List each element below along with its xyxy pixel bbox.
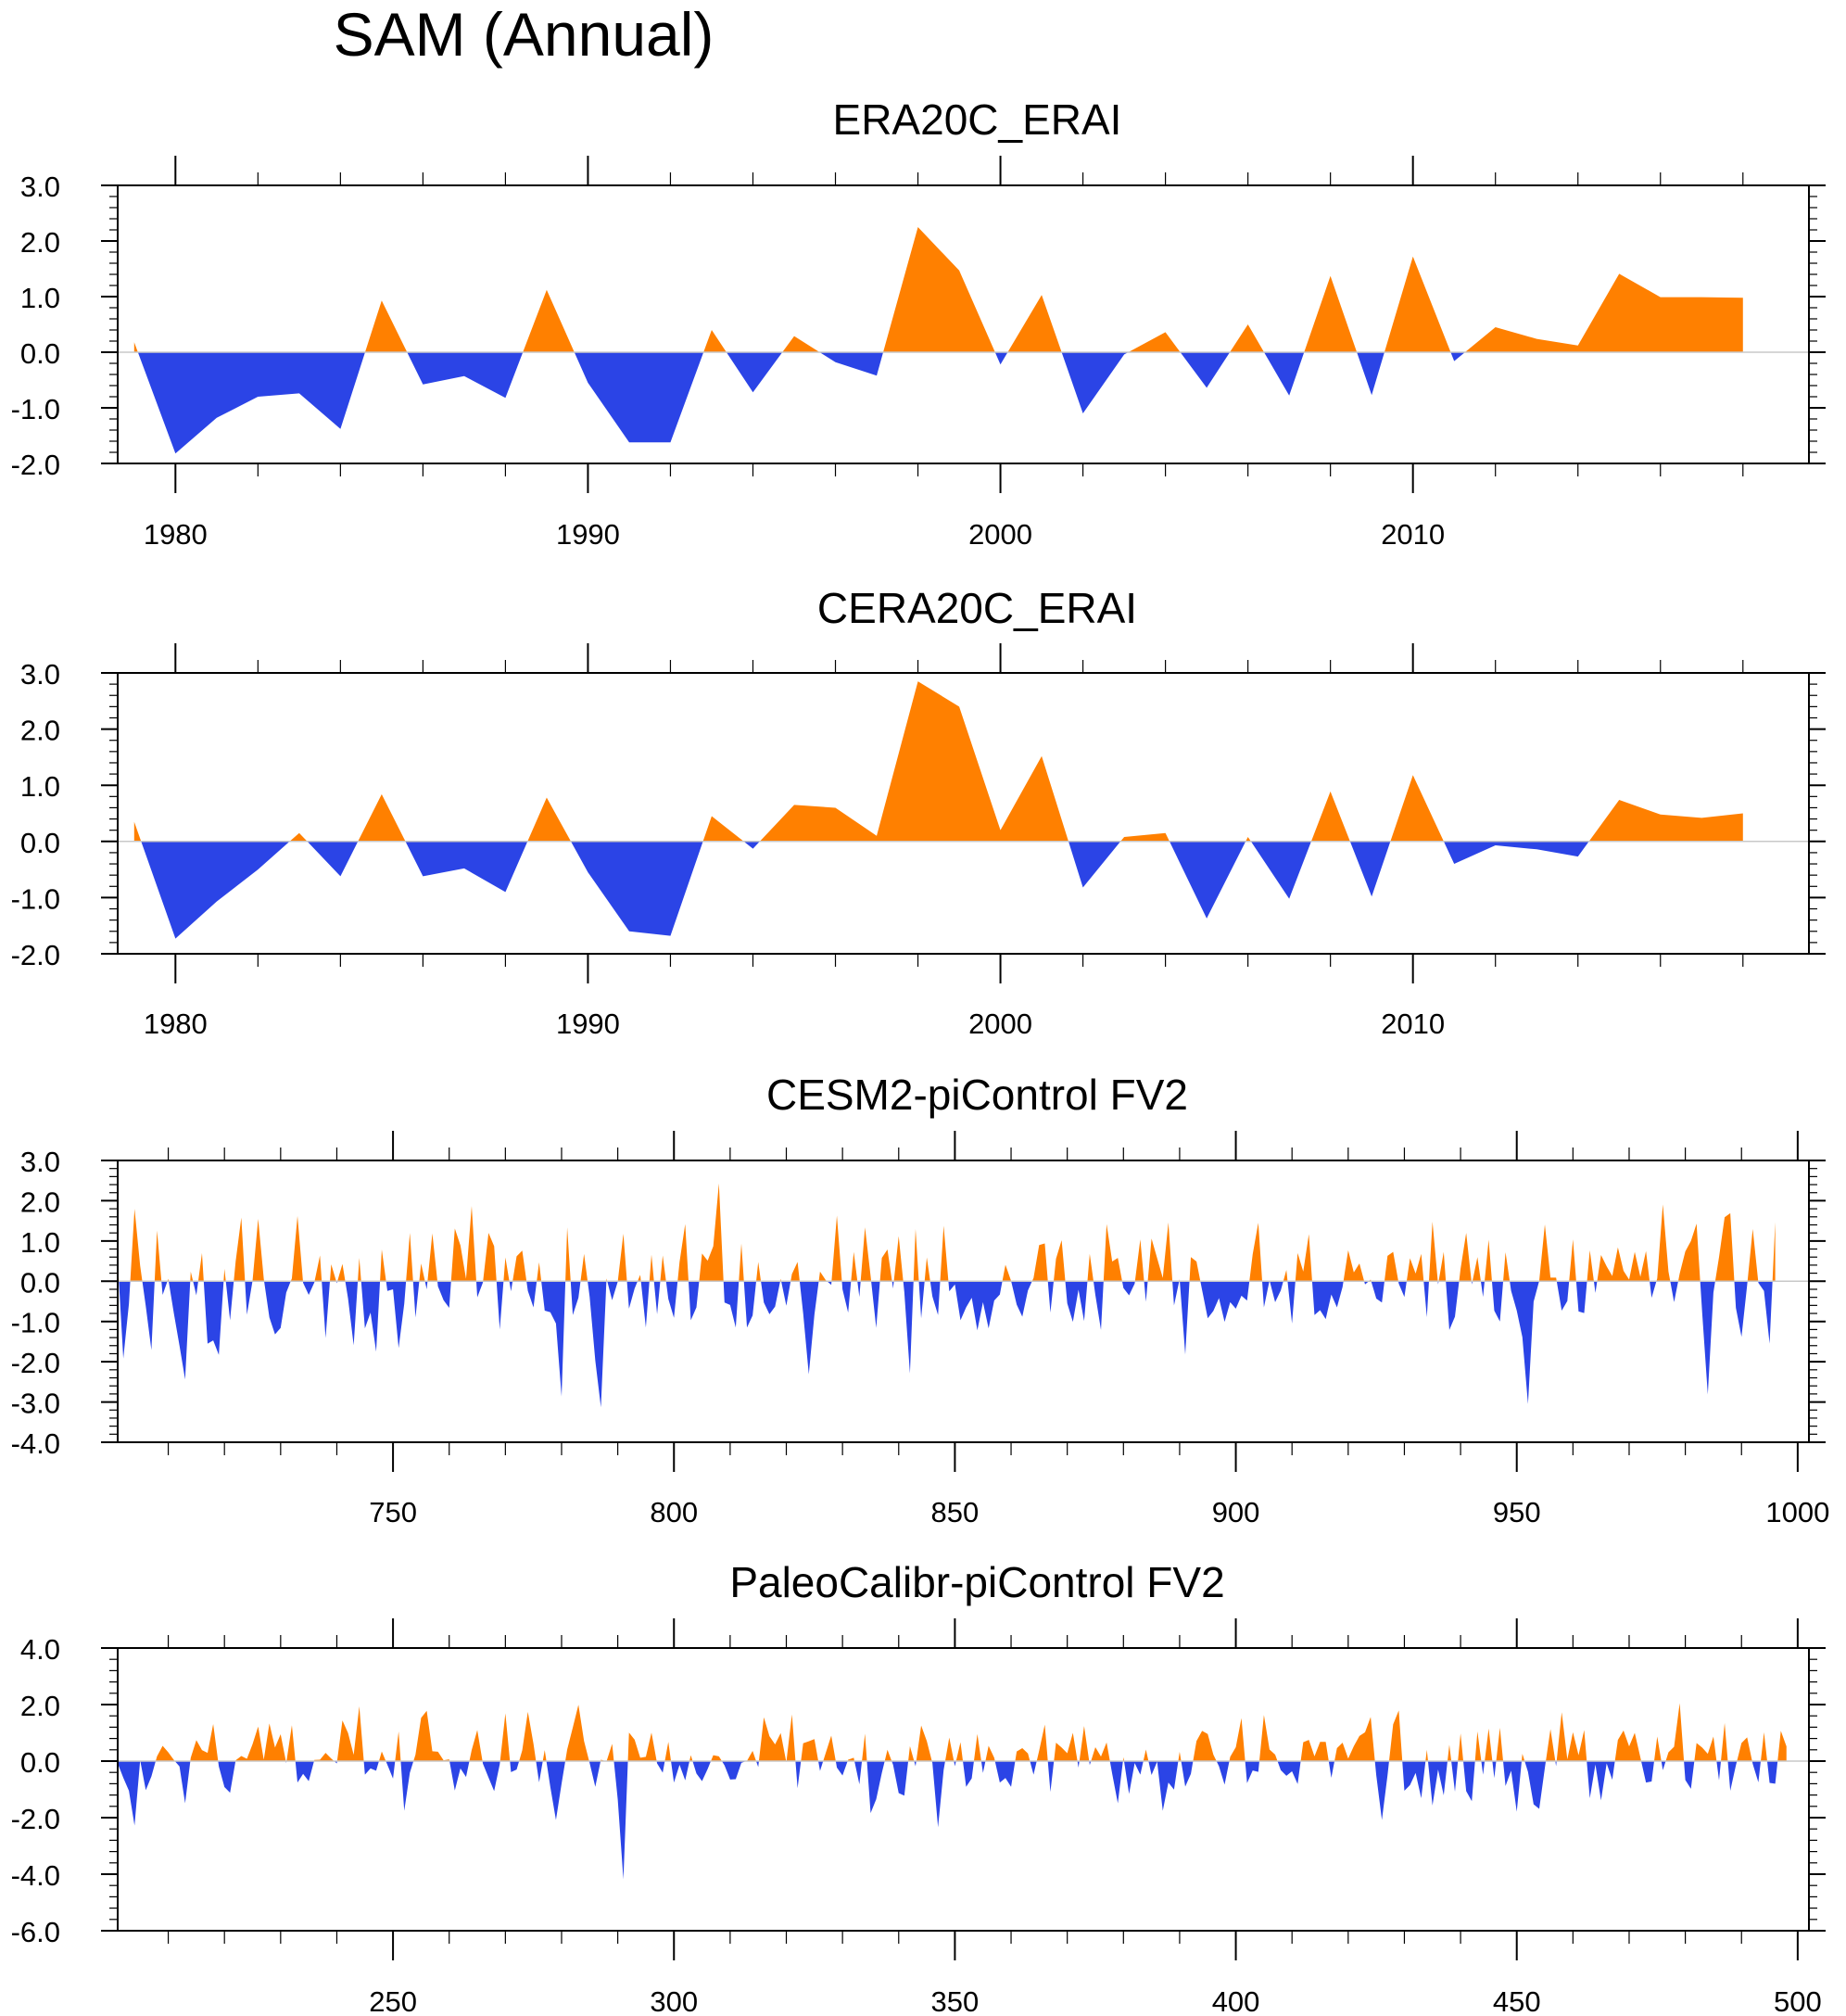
x-tick-label: 1000 (1765, 1496, 1829, 1528)
negative-area (133, 841, 1743, 939)
positive-area (118, 1703, 1787, 1761)
panel-title: CERA20C_ERAI (817, 584, 1137, 632)
x-tick-label: 1990 (556, 1008, 620, 1040)
x-tick-label: 800 (650, 1496, 698, 1528)
x-tick-label: 2000 (968, 1008, 1032, 1040)
x-tick-label: 500 (1774, 1985, 1822, 2016)
positive-area (133, 681, 1743, 842)
plot-frame (117, 672, 1810, 955)
y-tick-label: 1.0 (20, 1226, 60, 1259)
x-tick-label: 250 (369, 1985, 417, 2016)
y-tick-label: 3.0 (20, 1146, 60, 1178)
panel-title: PaleoCalibr-piControl FV2 (729, 1558, 1224, 1606)
plot-frame (117, 184, 1810, 464)
y-tick-label: -2.0 (11, 1347, 60, 1379)
y-tick-label: 2.0 (20, 1690, 60, 1722)
x-tick-label: 1980 (144, 518, 208, 551)
y-tick-label: -1.0 (11, 882, 60, 915)
x-tick-label: 750 (369, 1496, 417, 1528)
x-tick-label: 1990 (556, 518, 620, 551)
panel-title: CESM2-piControl FV2 (766, 1071, 1188, 1119)
panel-title: ERA20C_ERAI (833, 95, 1122, 144)
y-tick-label: -4.0 (11, 1427, 60, 1460)
x-tick-label: 900 (1212, 1496, 1260, 1528)
y-tick-label: 2.0 (20, 226, 60, 259)
negative-area (118, 1761, 1787, 1880)
y-tick-label: 1.0 (20, 770, 60, 803)
x-tick-label: 2010 (1381, 518, 1445, 551)
y-tick-label: -4.0 (11, 1859, 60, 1892)
x-tick-label: 450 (1493, 1985, 1541, 2016)
x-tick-label: 350 (931, 1985, 980, 2016)
x-tick-label: 2010 (1381, 1008, 1445, 1040)
x-tick-label: 1980 (144, 1008, 208, 1040)
x-tick-label: 2000 (968, 518, 1032, 551)
x-tick-label: 400 (1212, 1985, 1260, 2016)
y-tick-label: 0.0 (20, 827, 60, 859)
y-tick-label: 0.0 (20, 1746, 60, 1779)
panel-2: CERA20C_ERAI -2.0 -1.0 0.0 1.0 2.0 3.0 1980 1990… (11, 584, 1826, 1040)
y-tick-label: 4.0 (20, 1633, 60, 1666)
y-tick-label: -2.0 (11, 449, 60, 481)
y-tick-label: 2.0 (20, 715, 60, 747)
y-tick-label: -6.0 (11, 1916, 60, 1948)
y-tick-label: -1.0 (11, 1307, 60, 1339)
panel-3: CESM2-piControl FV2 -4.0 -3.0 -2.0 -1.0 0.0 1.… (11, 1071, 1830, 1528)
x-tick-label: 950 (1493, 1496, 1541, 1528)
positive-area (118, 1183, 1776, 1282)
y-tick-label: -2.0 (11, 1803, 60, 1835)
y-tick-label: 2.0 (20, 1186, 60, 1218)
plot-frame (117, 1160, 1810, 1443)
panel-4: PaleoCalibr-piControl FV2 -6.0 -4.0 -2.0 0.0… (11, 1558, 1826, 2016)
y-tick-label: -3.0 (11, 1388, 60, 1420)
panel-1: ERA20C_ERAI -2.0 -1.0 0.0 1.0 2.0 3.0 1980 1990 2… (11, 95, 1826, 551)
plot-frame (117, 1647, 1810, 1932)
x-tick-label: 300 (650, 1985, 698, 2016)
y-tick-label: -1.0 (11, 393, 60, 425)
y-tick-label: 0.0 (20, 337, 60, 370)
figure-title: SAM (Annual) (334, 0, 714, 69)
y-tick-label: 1.0 (20, 282, 60, 314)
x-tick-label: 850 (931, 1496, 980, 1528)
y-tick-label: 3.0 (20, 658, 60, 691)
y-tick-label: 0.0 (20, 1266, 60, 1299)
y-tick-label: 3.0 (20, 171, 60, 203)
y-tick-label: -2.0 (11, 939, 60, 971)
negative-area (133, 352, 1743, 454)
positive-area (133, 227, 1743, 352)
negative-area (118, 1281, 1776, 1408)
